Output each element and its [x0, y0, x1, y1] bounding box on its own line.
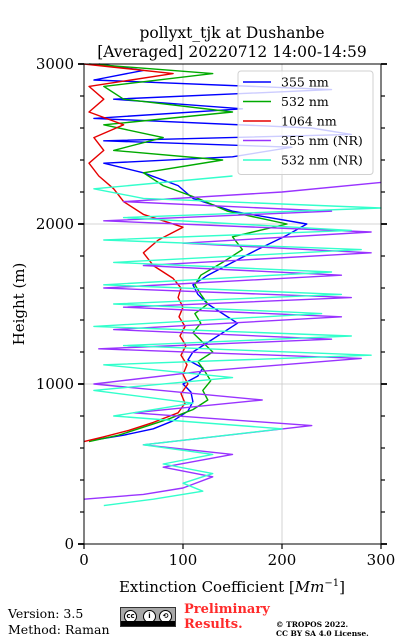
legend-label: 355 nm — [281, 75, 329, 90]
version-text: Version: 3.5 — [8, 606, 84, 621]
axes — [78, 63, 387, 549]
chart-title-line2: [Averaged] 20220712 14:00-14:59 — [97, 43, 367, 61]
plot-frame — [83, 63, 382, 545]
x-tick-label: 0 — [79, 551, 89, 569]
x-tick-label: 300 — [367, 551, 396, 569]
x-axis-label-text: Extinction Coefficient [ — [119, 578, 295, 596]
x-axis-label-unit: Mm — [294, 578, 325, 596]
chart-title-line1: pollyxt_tjk at Dushanbe — [139, 24, 324, 42]
y-tick-label: 3000 — [36, 55, 74, 73]
legend-label: 1064 nm — [281, 114, 337, 129]
badge-bar — [121, 621, 175, 626]
preliminary-line1: Preliminary — [184, 602, 270, 617]
legend-box — [237, 70, 374, 175]
extinction-profile-chart: pollyxt_tjk at Dushanbe [Averaged] 20220… — [10, 24, 396, 596]
y-tick-label: 1000 — [36, 375, 74, 393]
x-axis-label: Extinction Coefficient [Mm−1] — [119, 578, 345, 596]
cc-license-badge: cc i ⟲ — [120, 607, 176, 627]
x-axis-label-close: ] — [339, 578, 345, 596]
x-axis-label-exponent: −1 — [324, 578, 339, 589]
method-text: Method: Raman — [8, 622, 110, 637]
preliminary-line2: Results. — [184, 617, 243, 632]
legend-label: 532 nm (NR) — [281, 153, 363, 168]
preliminary-notice: Preliminary Results. — [184, 602, 284, 632]
copyright-text: © TROPOS 2022. — [276, 620, 349, 629]
y-tick-label: 2000 — [36, 215, 74, 233]
y-axis-label: Height (m) — [10, 263, 28, 346]
x-tick-label: 100 — [169, 551, 198, 569]
legend-label: 355 nm (NR) — [281, 133, 363, 148]
legend-label: 532 nm — [281, 94, 329, 109]
legend: 355 nm 532 nm 1064 nm 355 nm (NR) 532 nm (NR… — [237, 70, 374, 175]
series-line-532-nm-nr — [93, 175, 382, 507]
series-line-355-nm-nr — [83, 181, 382, 500]
x-tick-label: 200 — [268, 551, 297, 569]
series-line-1064-nm — [83, 63, 189, 443]
y-tick-label: 0 — [64, 535, 74, 553]
license-text: CC BY SA 4.0 License. — [276, 629, 369, 638]
